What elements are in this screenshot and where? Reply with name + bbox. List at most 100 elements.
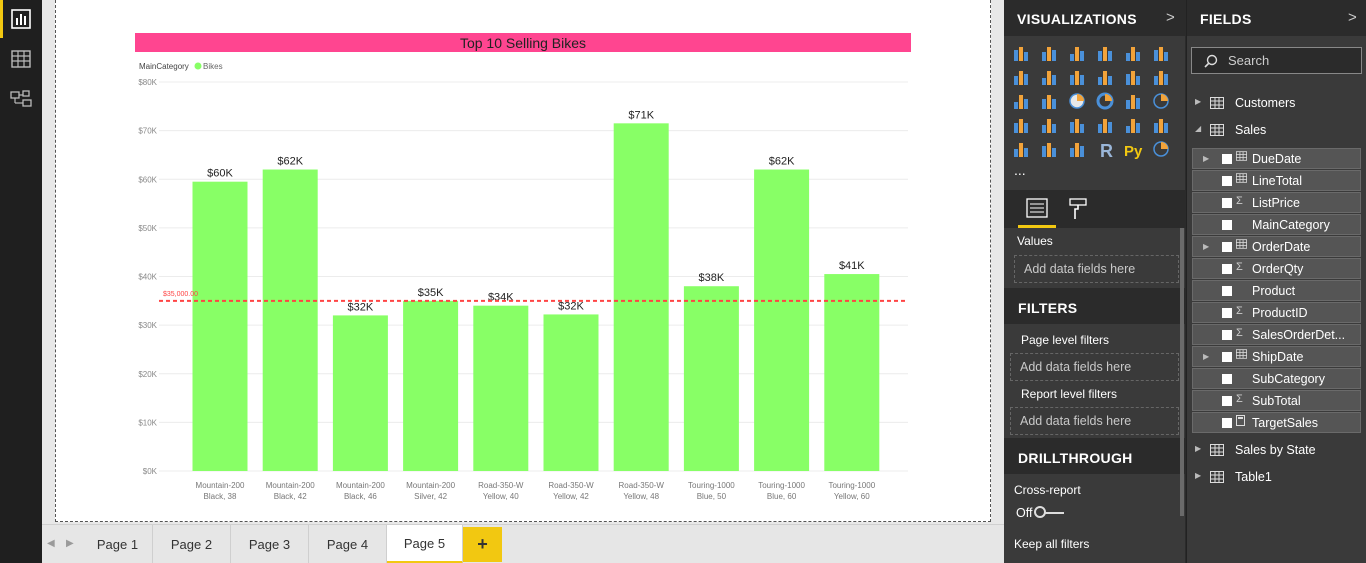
prev-page-arrow-icon[interactable]: ◀ — [47, 538, 55, 549]
line-visual-icon[interactable] — [1012, 68, 1032, 88]
bar[interactable] — [613, 123, 669, 472]
field-productid[interactable]: Σ ProductID — [1192, 302, 1361, 323]
bar[interactable] — [473, 305, 529, 471]
matrix-visual-icon[interactable] — [1068, 140, 1088, 160]
fields-tab-button[interactable] — [1018, 190, 1056, 228]
collapse-fields-chevron-icon[interactable]: > — [1347, 9, 1357, 26]
stacked-area-visual-icon[interactable] — [1068, 68, 1088, 88]
card-visual-icon[interactable] — [1096, 116, 1116, 136]
clustered-column-visual-icon[interactable] — [1096, 44, 1116, 64]
field-shipdate[interactable]: ▶ ShipDate — [1192, 346, 1361, 367]
field-checkbox[interactable] — [1222, 198, 1232, 208]
bar[interactable] — [403, 300, 459, 471]
model-view-button[interactable] — [0, 80, 42, 118]
waterfall-visual-icon[interactable] — [1012, 92, 1032, 112]
field-checkbox[interactable] — [1222, 264, 1232, 274]
bar[interactable] — [332, 315, 388, 471]
multi-row-card-visual-icon[interactable] — [1124, 116, 1144, 136]
field-checkbox[interactable] — [1222, 374, 1232, 384]
field-subtotal[interactable]: Σ SubTotal — [1192, 390, 1361, 411]
clustered-bar-visual-icon[interactable] — [1068, 44, 1088, 64]
field-checkbox[interactable] — [1222, 352, 1232, 362]
expand-arrow-icon[interactable]: ▶ — [1203, 352, 1210, 361]
collapsed-arrow-icon[interactable]: ▶ — [1195, 444, 1202, 453]
field-checkbox[interactable] — [1222, 308, 1232, 318]
expanded-arrow-icon[interactable]: ◢ — [1195, 124, 1202, 133]
fields-search-input[interactable]: Search — [1191, 47, 1362, 74]
tab-page-2[interactable]: Page 2 — [153, 525, 231, 563]
field-checkbox[interactable] — [1222, 154, 1232, 164]
legend-entry-bikes[interactable]: Bikes — [203, 62, 223, 71]
table-visual-icon[interactable] — [1040, 140, 1060, 160]
field-product[interactable]: Product — [1192, 280, 1361, 301]
field-checkbox[interactable] — [1222, 418, 1232, 428]
expand-arrow-icon[interactable]: ▶ — [1203, 154, 1210, 163]
stacked-bar-visual-icon[interactable] — [1012, 44, 1032, 64]
bar[interactable] — [543, 314, 599, 471]
collapsed-arrow-icon[interactable]: ▶ — [1195, 97, 1202, 106]
kpi-visual-icon[interactable] — [1152, 116, 1172, 136]
cross-report-toggle[interactable]: Off — [1016, 506, 1065, 520]
field-checkbox[interactable] — [1222, 176, 1232, 186]
globe-visual-icon[interactable] — [1152, 140, 1172, 160]
field-duedate[interactable]: ▶ DueDate — [1192, 148, 1361, 169]
format-tab-button[interactable] — [1059, 190, 1097, 228]
field-orderqty[interactable]: Σ OrderQty — [1192, 258, 1361, 279]
pie-visual-icon[interactable] — [1068, 92, 1088, 112]
tab-page-3[interactable]: Page 3 — [231, 525, 309, 563]
report-view-button[interactable] — [0, 0, 42, 38]
100-bar-visual-icon[interactable] — [1124, 44, 1144, 64]
100-column-visual-icon[interactable] — [1152, 44, 1172, 64]
donut-visual-icon[interactable] — [1096, 92, 1116, 112]
bar[interactable] — [824, 274, 880, 471]
collapsed-arrow-icon[interactable]: ▶ — [1195, 471, 1202, 480]
table-sales-by-state[interactable]: ▶ Sales by State — [1187, 439, 1366, 461]
treemap-visual-icon[interactable] — [1124, 92, 1144, 112]
bar[interactable] — [754, 169, 810, 471]
gauge-visual-icon[interactable] — [1068, 116, 1088, 136]
field-maincategory[interactable]: MainCategory — [1192, 214, 1361, 235]
stacked-column-visual-icon[interactable] — [1040, 44, 1060, 64]
scatter-visual-icon[interactable] — [1040, 92, 1060, 112]
map-visual-icon[interactable] — [1152, 92, 1172, 112]
field-checkbox[interactable] — [1222, 396, 1232, 406]
tab-page-4[interactable]: Page 4 — [309, 525, 387, 563]
ribbon-visual-icon[interactable] — [1152, 68, 1172, 88]
table-customers[interactable]: ▶ Customers — [1187, 92, 1366, 114]
funnel-visual-icon[interactable] — [1040, 116, 1060, 136]
field-targetsales[interactable]: TargetSales — [1192, 412, 1361, 433]
field-checkbox[interactable] — [1222, 220, 1232, 230]
visualizations-scrollbar[interactable] — [1180, 228, 1184, 516]
table-sales[interactable]: ◢ Sales — [1187, 119, 1366, 141]
line-column-visual-icon[interactable] — [1096, 68, 1116, 88]
bar[interactable] — [192, 181, 248, 471]
expand-arrow-icon[interactable]: ▶ — [1203, 242, 1210, 251]
report-filters-drop-zone[interactable]: Add data fields here — [1010, 407, 1179, 435]
more-visuals-button[interactable]: ... — [1014, 162, 1026, 178]
tab-page-1[interactable]: Page 1 — [83, 525, 153, 563]
data-view-button[interactable] — [0, 40, 42, 78]
toggle-switch-icon[interactable] — [1034, 506, 1065, 518]
bar[interactable] — [683, 286, 739, 471]
field-salesorderdet-[interactable]: Σ SalesOrderDet... — [1192, 324, 1361, 345]
field-subcategory[interactable]: SubCategory — [1192, 368, 1361, 389]
filled-map-visual-icon[interactable] — [1012, 116, 1032, 136]
field-checkbox[interactable] — [1222, 286, 1232, 296]
field-linetotal[interactable]: LineTotal — [1192, 170, 1361, 191]
field-checkbox[interactable] — [1222, 330, 1232, 340]
line-clustered-column-visual-icon[interactable] — [1124, 68, 1144, 88]
values-drop-zone[interactable]: Add data fields here — [1014, 255, 1179, 283]
next-page-arrow-icon[interactable]: ▶ — [66, 538, 74, 549]
page-filters-drop-zone[interactable]: Add data fields here — [1010, 353, 1179, 381]
tab-page-5[interactable]: Page 5 — [387, 525, 463, 563]
python-visual-visual-icon[interactable]: Py — [1124, 140, 1144, 160]
field-listprice[interactable]: Σ ListPrice — [1192, 192, 1361, 213]
collapse-visualizations-chevron-icon[interactable]: > — [1165, 9, 1175, 26]
slicer-visual-icon[interactable] — [1012, 140, 1032, 160]
bar-chart-visual[interactable]: Top 10 Selling Bikes MainCategory Bikes … — [56, 0, 990, 520]
bar[interactable] — [262, 169, 318, 471]
r-visual-visual-icon[interactable]: R — [1096, 140, 1116, 160]
add-page-button[interactable]: + — [463, 527, 502, 562]
area-visual-icon[interactable] — [1040, 68, 1060, 88]
table-table1[interactable]: ▶ Table1 — [1187, 466, 1366, 488]
